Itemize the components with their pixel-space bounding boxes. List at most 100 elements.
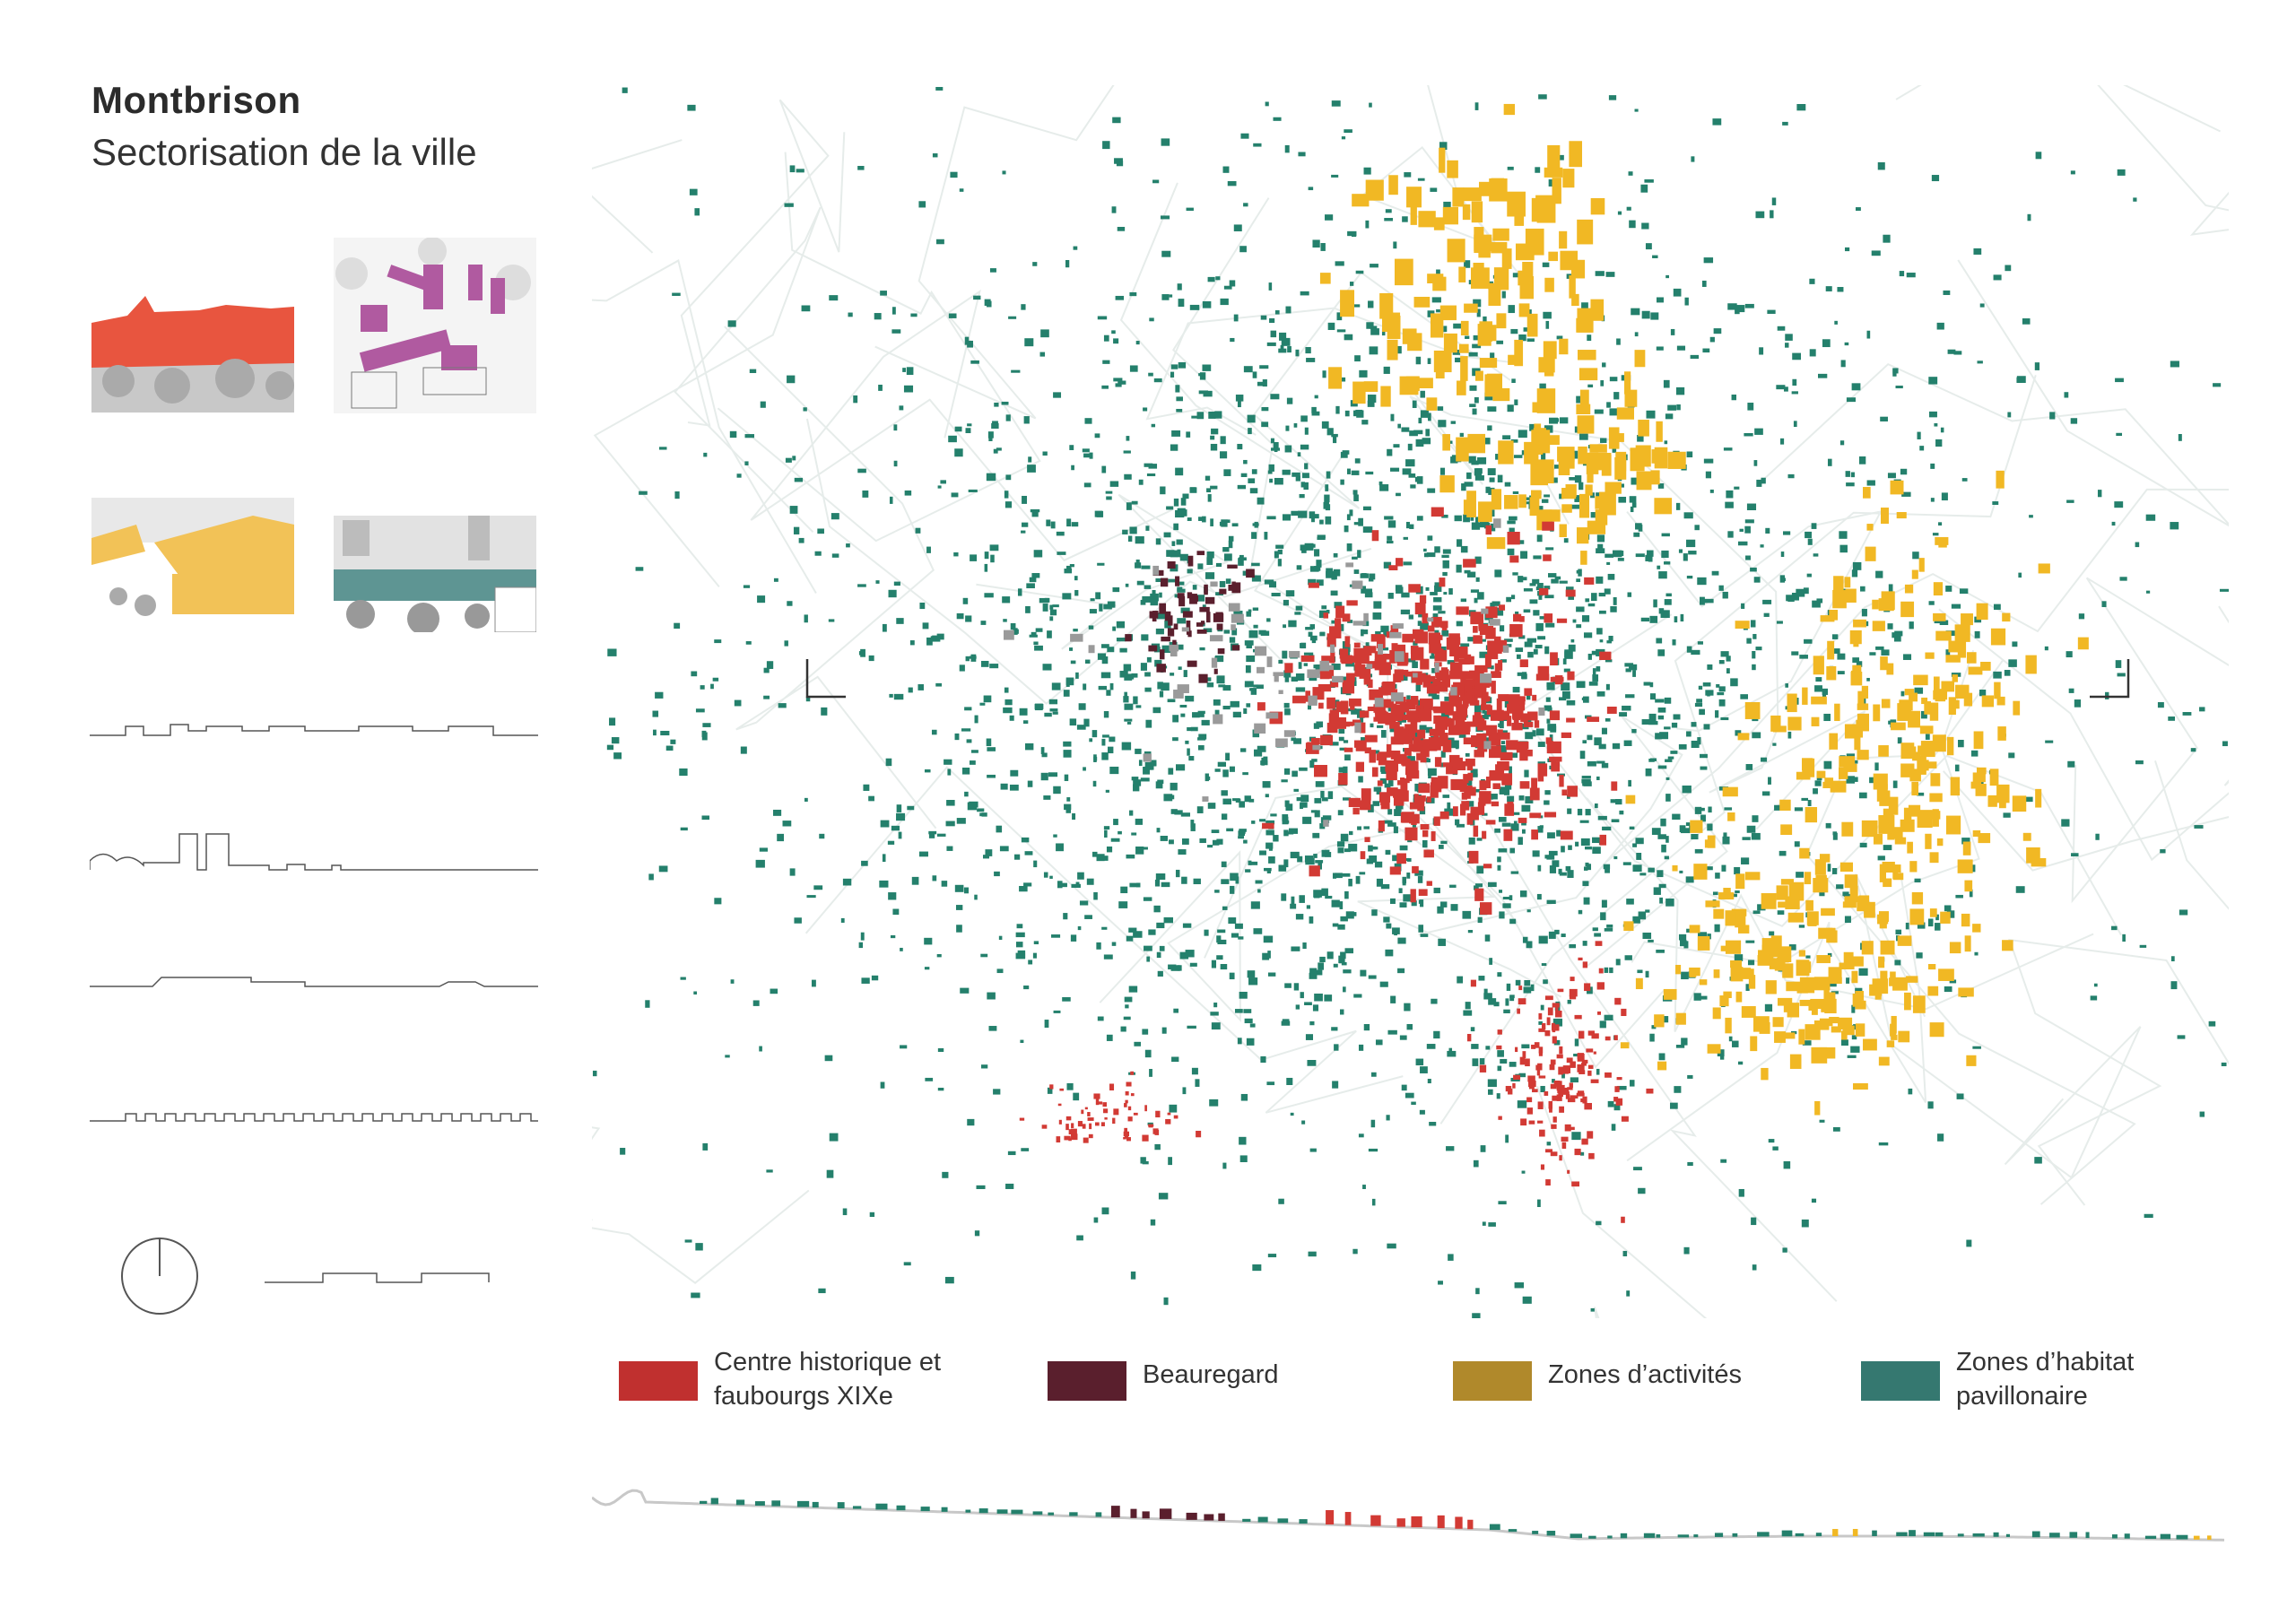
building-habitat bbox=[1979, 303, 1985, 308]
building-habitat bbox=[1491, 794, 1498, 800]
building-habitat bbox=[1399, 1035, 1407, 1040]
building-habitat bbox=[1345, 661, 1354, 667]
building-habitat bbox=[1684, 297, 1689, 306]
building-activites bbox=[1823, 987, 1830, 1000]
building-habitat bbox=[1344, 754, 1351, 761]
building-centre bbox=[1452, 711, 1458, 721]
building-habitat bbox=[818, 1288, 826, 1294]
building-habitat bbox=[1755, 647, 1762, 651]
building-centre bbox=[1098, 1101, 1103, 1105]
building-habitat bbox=[1111, 206, 1117, 213]
building-habitat bbox=[1833, 648, 1840, 654]
section-corner-icon bbox=[805, 659, 846, 699]
building-habitat bbox=[1144, 766, 1152, 770]
building-habitat bbox=[1613, 855, 1618, 860]
building-habitat bbox=[1819, 890, 1825, 897]
building-habitat bbox=[1956, 1093, 1964, 1099]
building-habitat bbox=[968, 489, 978, 492]
building-habitat bbox=[1230, 337, 1235, 343]
building-habitat bbox=[1064, 803, 1072, 811]
building-habitat bbox=[782, 821, 792, 827]
building-habitat bbox=[1628, 171, 1633, 176]
building-habitat bbox=[1239, 444, 1243, 449]
building-habitat bbox=[1219, 580, 1226, 587]
building-other bbox=[1363, 612, 1369, 621]
building-centre bbox=[1523, 721, 1534, 727]
building-activites bbox=[1470, 267, 1490, 289]
profile-building bbox=[1299, 1519, 1308, 1524]
building-habitat bbox=[1126, 721, 1132, 725]
building-habitat bbox=[1333, 552, 1338, 558]
building-habitat bbox=[1726, 668, 1730, 674]
building-habitat bbox=[1352, 556, 1358, 560]
building-habitat bbox=[1082, 448, 1090, 453]
building-habitat bbox=[1650, 312, 1659, 320]
building-habitat bbox=[1439, 142, 1448, 150]
building-beauregard bbox=[1231, 582, 1241, 594]
building-habitat bbox=[964, 336, 970, 345]
building-habitat bbox=[1239, 1155, 1248, 1163]
building-habitat bbox=[1827, 864, 1831, 872]
building-habitat bbox=[1597, 815, 1607, 821]
building-centre bbox=[1359, 668, 1371, 679]
building-habitat bbox=[1574, 475, 1582, 483]
building-habitat bbox=[1174, 594, 1179, 598]
building-habitat bbox=[1412, 400, 1417, 408]
building-habitat bbox=[1708, 806, 1712, 813]
building-habitat bbox=[1284, 708, 1291, 716]
building-habitat bbox=[1126, 436, 1130, 441]
building-habitat bbox=[948, 313, 957, 318]
building-activites bbox=[1932, 734, 1946, 752]
building-activites bbox=[1879, 790, 1891, 806]
building-habitat bbox=[639, 491, 648, 495]
building-habitat bbox=[1582, 941, 1587, 946]
building-activites bbox=[1925, 761, 1937, 769]
building-habitat bbox=[1120, 886, 1128, 894]
building-centre bbox=[1500, 751, 1513, 761]
building-habitat bbox=[1189, 304, 1200, 310]
building-habitat bbox=[1185, 695, 1195, 702]
building-centre bbox=[1537, 1120, 1544, 1124]
building-habitat bbox=[1327, 322, 1335, 330]
building-habitat bbox=[1566, 699, 1576, 706]
building-habitat bbox=[1039, 352, 1046, 357]
building-habitat bbox=[1185, 950, 1195, 958]
building-habitat bbox=[1499, 720, 1504, 729]
building-activites bbox=[1798, 950, 1805, 957]
building-habitat bbox=[1033, 941, 1039, 945]
profile-building bbox=[1455, 1516, 1463, 1529]
thumbnail-zones-activites bbox=[91, 498, 294, 632]
building-habitat bbox=[1480, 638, 1486, 642]
legend-item-centre: Centre historique et faubourgs XIXe bbox=[619, 1345, 983, 1413]
building-habitat bbox=[1510, 439, 1518, 443]
building-habitat bbox=[1177, 586, 1183, 592]
building-habitat bbox=[694, 208, 700, 216]
building-activites bbox=[2002, 612, 2011, 622]
building-habitat bbox=[1432, 605, 1442, 611]
building-habitat bbox=[1211, 1022, 1221, 1030]
building-habitat bbox=[1240, 473, 1248, 477]
building-habitat bbox=[1599, 1020, 1606, 1029]
building-habitat bbox=[1144, 585, 1152, 589]
building-habitat bbox=[1888, 720, 1892, 725]
building-habitat bbox=[1575, 841, 1579, 847]
building-habitat bbox=[1814, 780, 1822, 786]
building-activites bbox=[1478, 235, 1491, 258]
building-habitat bbox=[1397, 968, 1405, 974]
building-habitat bbox=[1498, 816, 1507, 822]
building-habitat bbox=[1842, 891, 1849, 897]
building-centre bbox=[1126, 1081, 1132, 1087]
building-habitat bbox=[1044, 1020, 1049, 1028]
building-habitat bbox=[1752, 732, 1761, 739]
building-habitat bbox=[1761, 791, 1770, 796]
building-beauregard bbox=[1228, 584, 1237, 591]
building-habitat bbox=[1231, 933, 1239, 938]
building-habitat bbox=[1697, 577, 1707, 586]
building-centre bbox=[1057, 1103, 1062, 1107]
road bbox=[2097, 85, 2229, 236]
building-habitat bbox=[976, 1185, 986, 1189]
building-habitat bbox=[1518, 635, 1526, 639]
building-habitat bbox=[1475, 1288, 1480, 1295]
profile-building bbox=[1993, 1532, 1999, 1537]
building-habitat bbox=[1385, 849, 1391, 855]
